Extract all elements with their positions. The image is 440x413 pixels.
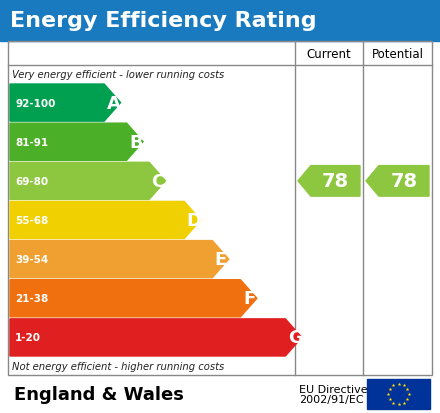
Text: Potential: Potential bbox=[371, 47, 423, 60]
Text: D: D bbox=[187, 211, 202, 230]
Text: 81-91: 81-91 bbox=[15, 138, 48, 147]
Text: 2002/91/EC: 2002/91/EC bbox=[299, 394, 363, 404]
Text: 78: 78 bbox=[322, 172, 349, 191]
Bar bbox=[0, 0, 440, 42]
Text: 21-38: 21-38 bbox=[15, 294, 48, 304]
Text: Current: Current bbox=[307, 47, 352, 60]
Polygon shape bbox=[298, 166, 360, 197]
Polygon shape bbox=[10, 241, 229, 278]
Text: G: G bbox=[288, 329, 303, 347]
Text: Not energy efficient - higher running costs: Not energy efficient - higher running co… bbox=[12, 361, 224, 371]
Text: 55-68: 55-68 bbox=[15, 216, 48, 225]
Text: B: B bbox=[129, 133, 143, 151]
Polygon shape bbox=[10, 319, 302, 356]
Text: A: A bbox=[106, 94, 121, 112]
Text: England & Wales: England & Wales bbox=[14, 385, 184, 403]
Polygon shape bbox=[10, 163, 165, 200]
Text: Energy Efficiency Rating: Energy Efficiency Rating bbox=[10, 11, 317, 31]
Text: 92-100: 92-100 bbox=[15, 98, 55, 108]
Polygon shape bbox=[366, 166, 429, 197]
Polygon shape bbox=[10, 280, 257, 317]
Bar bbox=[8, 42, 432, 375]
Bar bbox=[367, 379, 430, 409]
Text: F: F bbox=[243, 290, 255, 308]
Text: 78: 78 bbox=[390, 172, 418, 191]
Polygon shape bbox=[10, 124, 143, 161]
Text: EU Directive: EU Directive bbox=[299, 384, 368, 394]
Text: 69-80: 69-80 bbox=[15, 176, 48, 186]
Text: C: C bbox=[151, 173, 165, 190]
Polygon shape bbox=[10, 85, 121, 122]
Text: Very energy efficient - lower running costs: Very energy efficient - lower running co… bbox=[12, 70, 224, 80]
Text: 39-54: 39-54 bbox=[15, 254, 48, 264]
Polygon shape bbox=[10, 202, 201, 239]
Text: E: E bbox=[215, 251, 227, 268]
Text: 1-20: 1-20 bbox=[15, 332, 41, 343]
